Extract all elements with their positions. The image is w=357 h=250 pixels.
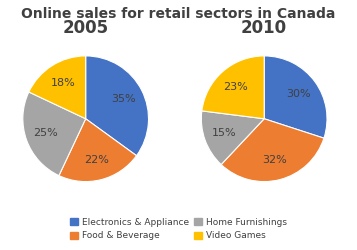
Wedge shape bbox=[86, 56, 149, 156]
Text: Online sales for retail sectors in Canada: Online sales for retail sectors in Canad… bbox=[21, 8, 336, 22]
Text: 23%: 23% bbox=[223, 82, 248, 92]
Text: 30%: 30% bbox=[286, 89, 311, 99]
Wedge shape bbox=[201, 111, 264, 164]
Text: 35%: 35% bbox=[111, 94, 136, 104]
Text: 15%: 15% bbox=[212, 128, 236, 138]
Text: 18%: 18% bbox=[50, 78, 75, 88]
Wedge shape bbox=[221, 119, 324, 182]
Title: 2005: 2005 bbox=[62, 19, 109, 37]
Wedge shape bbox=[23, 92, 86, 176]
Wedge shape bbox=[202, 56, 264, 119]
Wedge shape bbox=[264, 56, 327, 138]
Legend: Electronics & Appliance, Food & Beverage, Home Furnishings, Video Games: Electronics & Appliance, Food & Beverage… bbox=[67, 215, 290, 243]
Wedge shape bbox=[59, 119, 136, 182]
Text: 25%: 25% bbox=[33, 128, 58, 138]
Text: 22%: 22% bbox=[84, 155, 109, 165]
Title: 2010: 2010 bbox=[241, 19, 287, 37]
Text: 32%: 32% bbox=[262, 155, 287, 165]
Wedge shape bbox=[29, 56, 86, 119]
